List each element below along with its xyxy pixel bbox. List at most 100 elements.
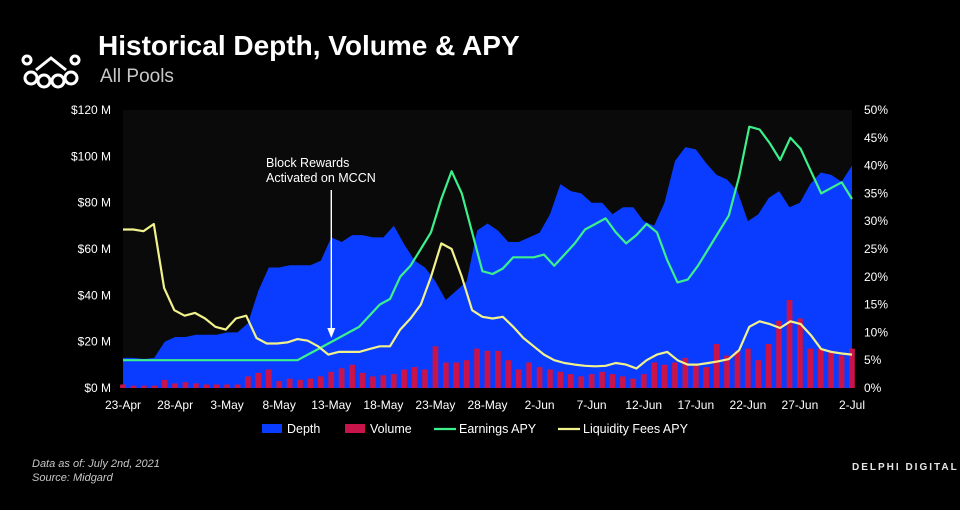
volume-bar [328, 371, 335, 388]
y-left-tick-label: $0 M [84, 381, 111, 395]
x-tick-label: 13-May [311, 398, 351, 412]
volume-bar [265, 369, 272, 388]
volume-bar [484, 350, 491, 388]
y-left-tick-label: $100 M [71, 149, 111, 163]
volume-bar [151, 385, 158, 388]
earnings-apy-line [123, 125, 853, 362]
volume-bar [838, 355, 845, 388]
volume-bar [797, 318, 803, 388]
volume-bar [161, 379, 168, 388]
volume-bar [463, 360, 470, 388]
volume-bar [213, 384, 220, 388]
volume-bar [515, 369, 522, 388]
chart-subtitle: All Pools [100, 66, 174, 87]
volume-bar [286, 378, 293, 388]
volume-bar [807, 348, 814, 388]
volume-bar [318, 376, 324, 388]
annotation-arrowhead [327, 328, 336, 338]
x-tick-label: 8-May [263, 398, 296, 412]
depth-area [123, 147, 852, 388]
depth-area-layer [123, 147, 852, 388]
volume-bar [651, 362, 657, 388]
x-tick-label: 18-May [363, 398, 403, 412]
volume-bar [568, 374, 574, 388]
volume-bar [786, 300, 793, 388]
volume-bar [130, 385, 137, 388]
volume-bar [505, 360, 512, 388]
volume-bar [599, 371, 605, 388]
y-right-tick-label: 40% [864, 159, 888, 173]
volume-bar [495, 350, 501, 388]
volume-bar [307, 378, 314, 388]
x-tick-label: 12-Jun [625, 398, 662, 412]
volume-bar [380, 375, 387, 388]
volume-bar [828, 350, 834, 388]
x-tick-label: 2-Jun [525, 398, 555, 412]
y-right-tick-label: 45% [864, 131, 888, 145]
legend-label: Volume [370, 422, 412, 436]
volume-bar [630, 378, 637, 388]
y-right-tick-label: 0% [864, 381, 882, 395]
volume-bar [276, 381, 283, 388]
x-tick-label: 7-Jun [577, 398, 607, 412]
x-tick-label: 28-May [467, 398, 507, 412]
x-tick-label: 17-Jun [677, 398, 714, 412]
volume-bar [297, 379, 303, 388]
volume-bar [557, 371, 564, 388]
volume-bar [672, 362, 678, 388]
volume-bar [713, 344, 720, 388]
y-right-tick-label: 25% [864, 242, 888, 256]
legend-label: Earnings APY [459, 422, 537, 436]
volume-bar [422, 369, 428, 388]
legend: Depth Volume Earnings APY Liquidity Fees AP… [262, 422, 689, 436]
volume-bar [453, 362, 460, 388]
y-left-tick-label: $20 M [78, 335, 111, 349]
x-tick-label: 23-May [415, 398, 455, 412]
volume-bar [401, 369, 407, 388]
y-right-tick-label: 50% [864, 103, 888, 117]
volume-bar [849, 348, 855, 388]
volume-bar [703, 367, 709, 388]
volume-bar [745, 348, 751, 388]
volume-bar [193, 383, 199, 388]
volume-bar [411, 367, 418, 388]
volume-bar [245, 376, 251, 388]
volume-bar [620, 376, 626, 388]
volume-bar [390, 374, 397, 388]
volume-bar [724, 355, 730, 388]
volume-bar [734, 350, 741, 388]
volume-bar [682, 357, 689, 388]
volume-bar [776, 320, 782, 388]
source-note: Source: Midgard [32, 472, 113, 484]
annotation-text: Block Rewards [266, 156, 349, 170]
chart-title: Historical Depth, Volume & APY [98, 30, 520, 61]
brand-name: DELPHI DIGITAL [852, 462, 959, 473]
x-tick-label: 27-Jun [782, 398, 819, 412]
data-date-note: Data as of: July 2nd, 2021 [32, 458, 160, 470]
volume-bar [224, 384, 230, 388]
volume-bar [578, 376, 585, 388]
volume-bar [692, 364, 699, 388]
volume-bar [661, 364, 668, 388]
volume-bar [182, 382, 189, 388]
volume-bar [443, 362, 449, 388]
volume-bar [755, 360, 762, 388]
x-tick-label: 23-Apr [105, 398, 141, 412]
legend-label: Depth [287, 422, 320, 436]
legend-swatch [262, 424, 282, 433]
x-tick-label: 3-May [210, 398, 243, 412]
volume-bar [474, 348, 480, 388]
volume-bar [141, 385, 147, 388]
axes: $0 M $20 M $40 M $60 M $80 M $100 M $120 M 0% 5%… [71, 103, 888, 412]
annotation-text: Activated on MCCN [266, 171, 376, 185]
brand-logo-icon [21, 54, 81, 89]
x-tick-label: 22-Jun [730, 398, 767, 412]
y-left-tick-label: $120 M [71, 103, 111, 117]
volume-bar [120, 384, 126, 388]
volume-bar [203, 384, 210, 388]
legend-label: Liquidity Fees APY [583, 422, 689, 436]
volume-bar [172, 383, 178, 388]
volume-bar [526, 362, 532, 388]
volume-bars-layer [120, 300, 855, 388]
